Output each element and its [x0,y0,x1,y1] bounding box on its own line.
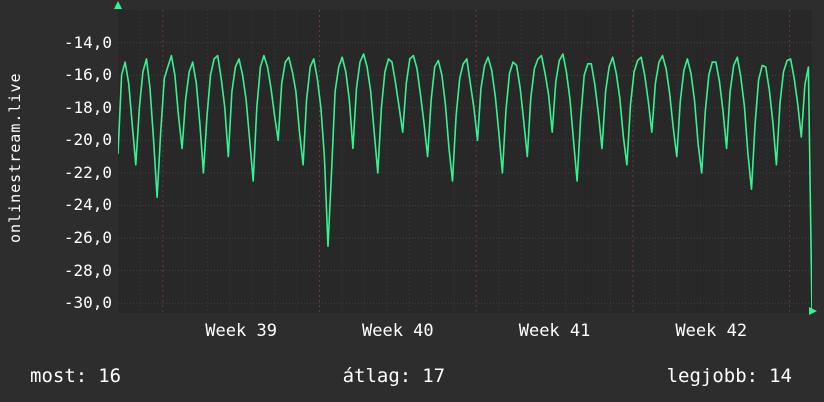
plot-area [118,10,812,313]
stat-average: átlag: 17 [343,365,446,387]
x-axis-arrow-icon [809,307,817,315]
x-tick-label: Week 42 [675,321,748,341]
y-tick-label: -14,0 [63,32,112,52]
stat-current-value: 16 [98,365,122,387]
x-tick-label: Week 40 [362,321,434,341]
watermark-label: onlinestream.live [6,72,24,243]
x-tick-label: Week 39 [205,321,277,341]
y-tick-label: -24,0 [63,195,112,215]
stat-current-label: most: [30,365,88,387]
y-tick-label: -18,0 [63,97,112,117]
data-series-line [118,53,812,313]
stat-average-label: átlag: [342,365,412,387]
y-tick-label: -22,0 [63,162,112,182]
y-axis-arrow-icon [114,1,122,9]
stat-best: legjobb: 14 [667,365,792,387]
stat-current: most: 16 [30,365,121,387]
line-chart [118,10,812,313]
y-tick-label: -28,0 [63,260,112,280]
stat-best-value: 14 [769,365,792,387]
y-tick-label: -26,0 [63,228,112,248]
x-tick-label: Week 41 [518,321,591,341]
y-tick-label: -16,0 [63,65,112,85]
y-tick-label: -20,0 [63,130,112,150]
stat-average-value: 17 [422,365,446,387]
stats-row: most: 16 átlag: 17 legjobb: 14 [0,362,824,390]
y-tick-label: -30,0 [63,293,112,313]
stat-best-label: legjobb: [666,365,759,387]
